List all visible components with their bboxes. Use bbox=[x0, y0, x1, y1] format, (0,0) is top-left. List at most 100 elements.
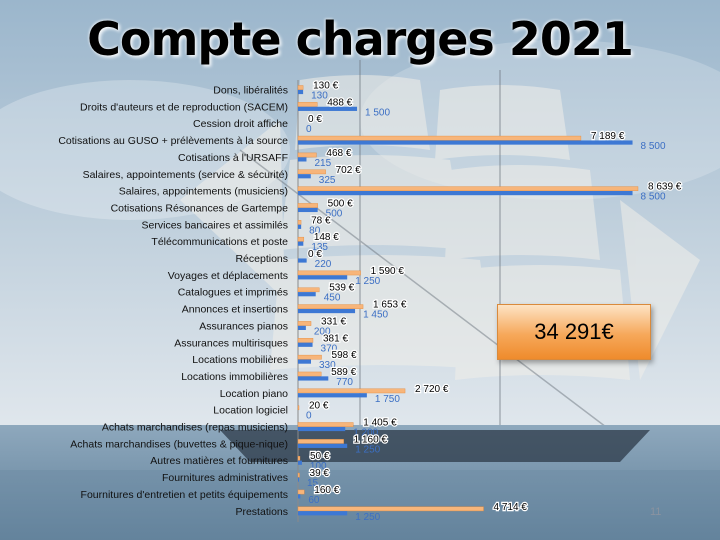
category-label: Salaires, appointements (service & sécur… bbox=[83, 169, 288, 181]
compare-value-label: 1 750 bbox=[375, 394, 400, 405]
bar-compare bbox=[298, 494, 301, 499]
compare-value-label: 450 bbox=[324, 293, 341, 304]
bar-2021 bbox=[297, 135, 582, 141]
compare-value-label: 60 bbox=[308, 495, 320, 506]
compare-value-label: 8 500 bbox=[641, 192, 666, 203]
value-2021-label: 331 € bbox=[321, 316, 346, 327]
bar-compare bbox=[298, 376, 329, 381]
category-label: Salaires, appointements (musiciens) bbox=[119, 186, 288, 198]
value-2021-label: 500 € bbox=[328, 198, 353, 209]
value-2021-label: 2 720 € bbox=[415, 384, 449, 395]
bar-2021 bbox=[297, 422, 354, 427]
compare-value-label: 1 250 bbox=[355, 276, 380, 287]
category-label: Catalogues et imprimés bbox=[178, 287, 288, 299]
value-2021-label: 1 160 € bbox=[354, 434, 388, 445]
category-label: Réceptions bbox=[235, 253, 288, 265]
bar-2021 bbox=[297, 338, 314, 343]
value-2021-label: 78 € bbox=[311, 215, 331, 226]
compare-value-label: 330 bbox=[319, 360, 336, 371]
category-label: Cotisations Résonances de Gartempe bbox=[111, 202, 289, 214]
value-2021-label: 1 653 € bbox=[373, 300, 407, 311]
bar-2021 bbox=[297, 388, 406, 394]
bar-2021 bbox=[297, 169, 326, 175]
bar-compare bbox=[298, 393, 367, 398]
compare-value-label: 1 250 bbox=[355, 512, 380, 523]
compare-value-label: 220 bbox=[315, 259, 332, 270]
category-label: Télécommunications et poste bbox=[151, 236, 288, 248]
compare-value-label: 325 bbox=[319, 175, 336, 186]
bar-2021 bbox=[297, 85, 304, 90]
value-2021-label: 50 € bbox=[310, 451, 330, 462]
bar-2021 bbox=[297, 371, 322, 377]
compare-value-label: 135 bbox=[311, 242, 328, 253]
bar-compare bbox=[298, 477, 299, 482]
category-label: Services bancaires et assimilés bbox=[142, 219, 288, 231]
value-2021-label: 8 639 € bbox=[648, 182, 682, 193]
value-2021-label: 20 € bbox=[309, 401, 329, 412]
bar-2021 bbox=[297, 304, 364, 309]
value-2021-label: 598 € bbox=[332, 350, 357, 361]
value-2021-label: 7 189 € bbox=[591, 131, 625, 142]
category-label: Locations mobilières bbox=[192, 354, 288, 366]
compare-value-label: 0 bbox=[306, 411, 312, 422]
bar-compare bbox=[298, 258, 307, 263]
category-label: Locations immobilières bbox=[181, 371, 288, 383]
bar-compare bbox=[298, 359, 311, 364]
bar-2021 bbox=[297, 439, 344, 444]
category-label: Autres matières et fournitures bbox=[150, 455, 288, 467]
category-label: Droits d'auteurs et de reproduction (SAC… bbox=[80, 101, 288, 113]
value-2021-label: 148 € bbox=[314, 232, 339, 243]
compare-value-label: 130 bbox=[311, 91, 328, 102]
category-label: Voyages et déplacements bbox=[168, 270, 288, 282]
value-2021-label: 1 590 € bbox=[371, 266, 405, 277]
compare-value-label: 100 bbox=[310, 461, 327, 472]
category-label: Fournitures administratives bbox=[162, 472, 288, 484]
compare-value-label: 1 450 bbox=[363, 310, 388, 321]
bar-compare bbox=[298, 174, 311, 179]
compare-value-label: 1 200 bbox=[353, 428, 378, 439]
bar-compare bbox=[298, 89, 304, 95]
bar-compare bbox=[298, 325, 306, 330]
bar-compare bbox=[298, 292, 316, 297]
bar-2021 bbox=[297, 506, 484, 512]
bar-2021 bbox=[297, 236, 305, 242]
bar-compare bbox=[298, 241, 304, 246]
compare-value-label: 15 bbox=[307, 478, 319, 489]
bar-2021 bbox=[297, 405, 300, 411]
bar-2021 bbox=[297, 472, 300, 478]
bar-2021 bbox=[297, 287, 320, 293]
category-label: Achats marchandises (repas musiciens) bbox=[102, 422, 288, 434]
bar-compare bbox=[298, 157, 307, 162]
value-2021-label: 4 714 € bbox=[494, 502, 528, 513]
bar-compare bbox=[298, 191, 633, 196]
bar-compare bbox=[298, 224, 302, 229]
value-2021-label: 539 € bbox=[329, 283, 354, 294]
bar-2021 bbox=[297, 220, 302, 225]
category-label: Cotisations à l'URSAFF bbox=[178, 152, 288, 164]
bar-2021 bbox=[297, 354, 322, 360]
compare-value-label: 1 250 bbox=[355, 444, 380, 455]
category-label: Cession droit affiche bbox=[193, 118, 288, 130]
bar-2021 bbox=[297, 186, 639, 192]
bar-compare bbox=[298, 275, 348, 280]
category-label: Assurances multirisques bbox=[174, 337, 288, 349]
category-label: Location logiciel bbox=[213, 405, 288, 417]
value-2021-label: 0 € bbox=[308, 114, 322, 125]
category-label: Annonces et insertions bbox=[182, 304, 288, 316]
category-label: Fournitures d'entretien et petits équipe… bbox=[81, 489, 288, 501]
compare-value-label: 500 bbox=[326, 208, 343, 219]
category-label: Achats marchandises (buvettes & pique-ni… bbox=[70, 438, 288, 450]
bar-compare bbox=[298, 511, 348, 516]
compare-value-label: 1 500 bbox=[365, 107, 390, 118]
compare-value-label: 770 bbox=[336, 377, 353, 388]
total-value: 34 291€ bbox=[534, 319, 614, 344]
value-2021-label: 39 € bbox=[310, 468, 330, 479]
bar-2021 bbox=[297, 270, 361, 276]
bar-compare bbox=[298, 426, 346, 432]
bar-compare bbox=[298, 106, 358, 111]
value-2021-label: 381 € bbox=[323, 333, 348, 344]
value-2021-label: 1 405 € bbox=[363, 418, 397, 429]
compare-value-label: 215 bbox=[314, 158, 331, 169]
value-2021-label: 488 € bbox=[327, 97, 352, 108]
bar-compare bbox=[298, 460, 302, 465]
